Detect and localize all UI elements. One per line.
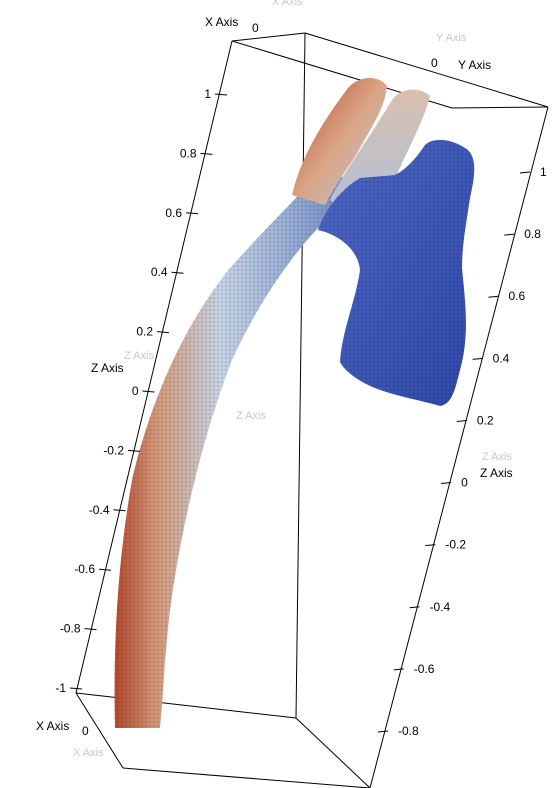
right-z-axis-tick-label: -0.6 xyxy=(414,662,435,676)
left-z-axis-tick xyxy=(156,331,170,334)
box-edge xyxy=(231,32,306,42)
right-z-axis-tick xyxy=(472,357,483,360)
box-edge xyxy=(295,717,371,788)
right-z-axis-tick-label: -0.4 xyxy=(430,600,451,614)
right-z-axis-tick-label: 0.4 xyxy=(493,351,510,365)
right-z-axis-tick-label: 0.6 xyxy=(508,289,525,303)
left-z-axis-tick-label: -0.8 xyxy=(60,622,81,636)
z-axis-ghost-center: Z Axis xyxy=(236,410,266,422)
y-axis-zero: 0 xyxy=(431,56,438,70)
left-z-axis-tick xyxy=(98,568,112,571)
x-axis-ghost-top: X Axis xyxy=(272,0,303,8)
left-z-axis-tick-label: 1 xyxy=(204,87,211,101)
atrium-texture xyxy=(318,139,475,407)
bounding-box xyxy=(75,32,549,788)
left-z-axis-tick xyxy=(142,390,155,393)
x-axis-ghost-bottom: X Axis xyxy=(73,747,104,759)
right-z-axis-tick xyxy=(425,544,436,547)
left-z-axis-tick-label: -1 xyxy=(55,681,66,695)
right-z-axis-tick xyxy=(441,482,452,485)
left-z-axis-tick xyxy=(214,93,228,96)
left-z-axis-tick xyxy=(69,687,83,690)
left-z-axis-tick-label: 0 xyxy=(132,384,139,398)
box-edge xyxy=(75,692,297,719)
right-z-axis-tick-label: 0.8 xyxy=(524,227,541,241)
box-edge xyxy=(75,692,124,769)
right-z-axis-tick xyxy=(377,730,389,733)
left-z-axis-tick xyxy=(185,212,199,215)
left-z-axis-tick xyxy=(171,271,184,274)
y-axis-ghost-label: Y Axis xyxy=(436,32,467,44)
y-axis-title: Y Axis xyxy=(458,58,491,72)
left-z-axis-tick-label: 0.6 xyxy=(165,206,182,220)
right-z-axis-tick xyxy=(488,295,499,298)
left-z-axis-tick-label: -0.6 xyxy=(74,562,95,576)
x-axis-zero-top: 0 xyxy=(252,21,259,35)
box-edge xyxy=(451,106,549,109)
right-z-axis-tick xyxy=(409,606,420,609)
left-z-axis-tick xyxy=(127,449,141,452)
x-axis-title-bottom: X Axis xyxy=(36,719,69,733)
branch-left[interactable] xyxy=(292,77,387,205)
box-edge xyxy=(122,767,371,788)
box-edge xyxy=(304,32,549,108)
right-z-axis-tick-label: 0.2 xyxy=(477,413,494,427)
right-z-axis-tick xyxy=(504,233,515,236)
right-z-axis-tick-label: -0.2 xyxy=(445,538,466,552)
aorta-trunk-texture xyxy=(114,175,351,728)
left-z-axis-tick-label: -0.4 xyxy=(89,503,110,517)
left-z-axis-tick-label: 0.2 xyxy=(136,325,153,339)
box-edge xyxy=(295,32,306,719)
z-axis-title-left: Z Axis xyxy=(91,361,124,375)
left-z-axis-tick-label: 0.8 xyxy=(180,146,197,160)
right-z-axis-tick-label: 0 xyxy=(461,476,468,490)
z-axis-title-right: Z Axis xyxy=(480,466,513,480)
left-z-axis-tick-label: -0.2 xyxy=(103,443,124,457)
z-axis-ghost-right: Z Axis xyxy=(482,451,512,463)
left-z-axis: 1 0.8 0.6 0.4 0.2 0 -0.2 -0.4 -0.6 -0.8 -1 xyxy=(55,87,228,695)
left-z-axis-tick xyxy=(200,152,213,155)
box-edge xyxy=(369,106,549,788)
right-z-axis-tick xyxy=(519,171,531,174)
x-axis-title-top: X Axis xyxy=(205,15,238,29)
vessel-surface[interactable] xyxy=(114,77,475,728)
right-z-axis-tick-label: 1 xyxy=(540,165,547,179)
x-axis-zero-bottom: 0 xyxy=(82,724,89,738)
z-axis-ghost-left: Z Axis xyxy=(124,350,154,362)
right-z-axis-tick xyxy=(393,668,404,671)
right-z-axis-tick xyxy=(456,419,467,422)
left-z-axis-tick xyxy=(113,509,126,512)
left-z-axis-tick xyxy=(84,628,97,631)
right-z-axis-tick-label: -0.8 xyxy=(398,724,419,738)
right-z-axis: 1 0.8 0.6 0.4 0.2 0 -0.2 -0.4 -0.6 -0.8 xyxy=(377,165,547,738)
left-z-axis-tick-label: 0.4 xyxy=(151,265,168,279)
box-edge xyxy=(75,40,233,694)
